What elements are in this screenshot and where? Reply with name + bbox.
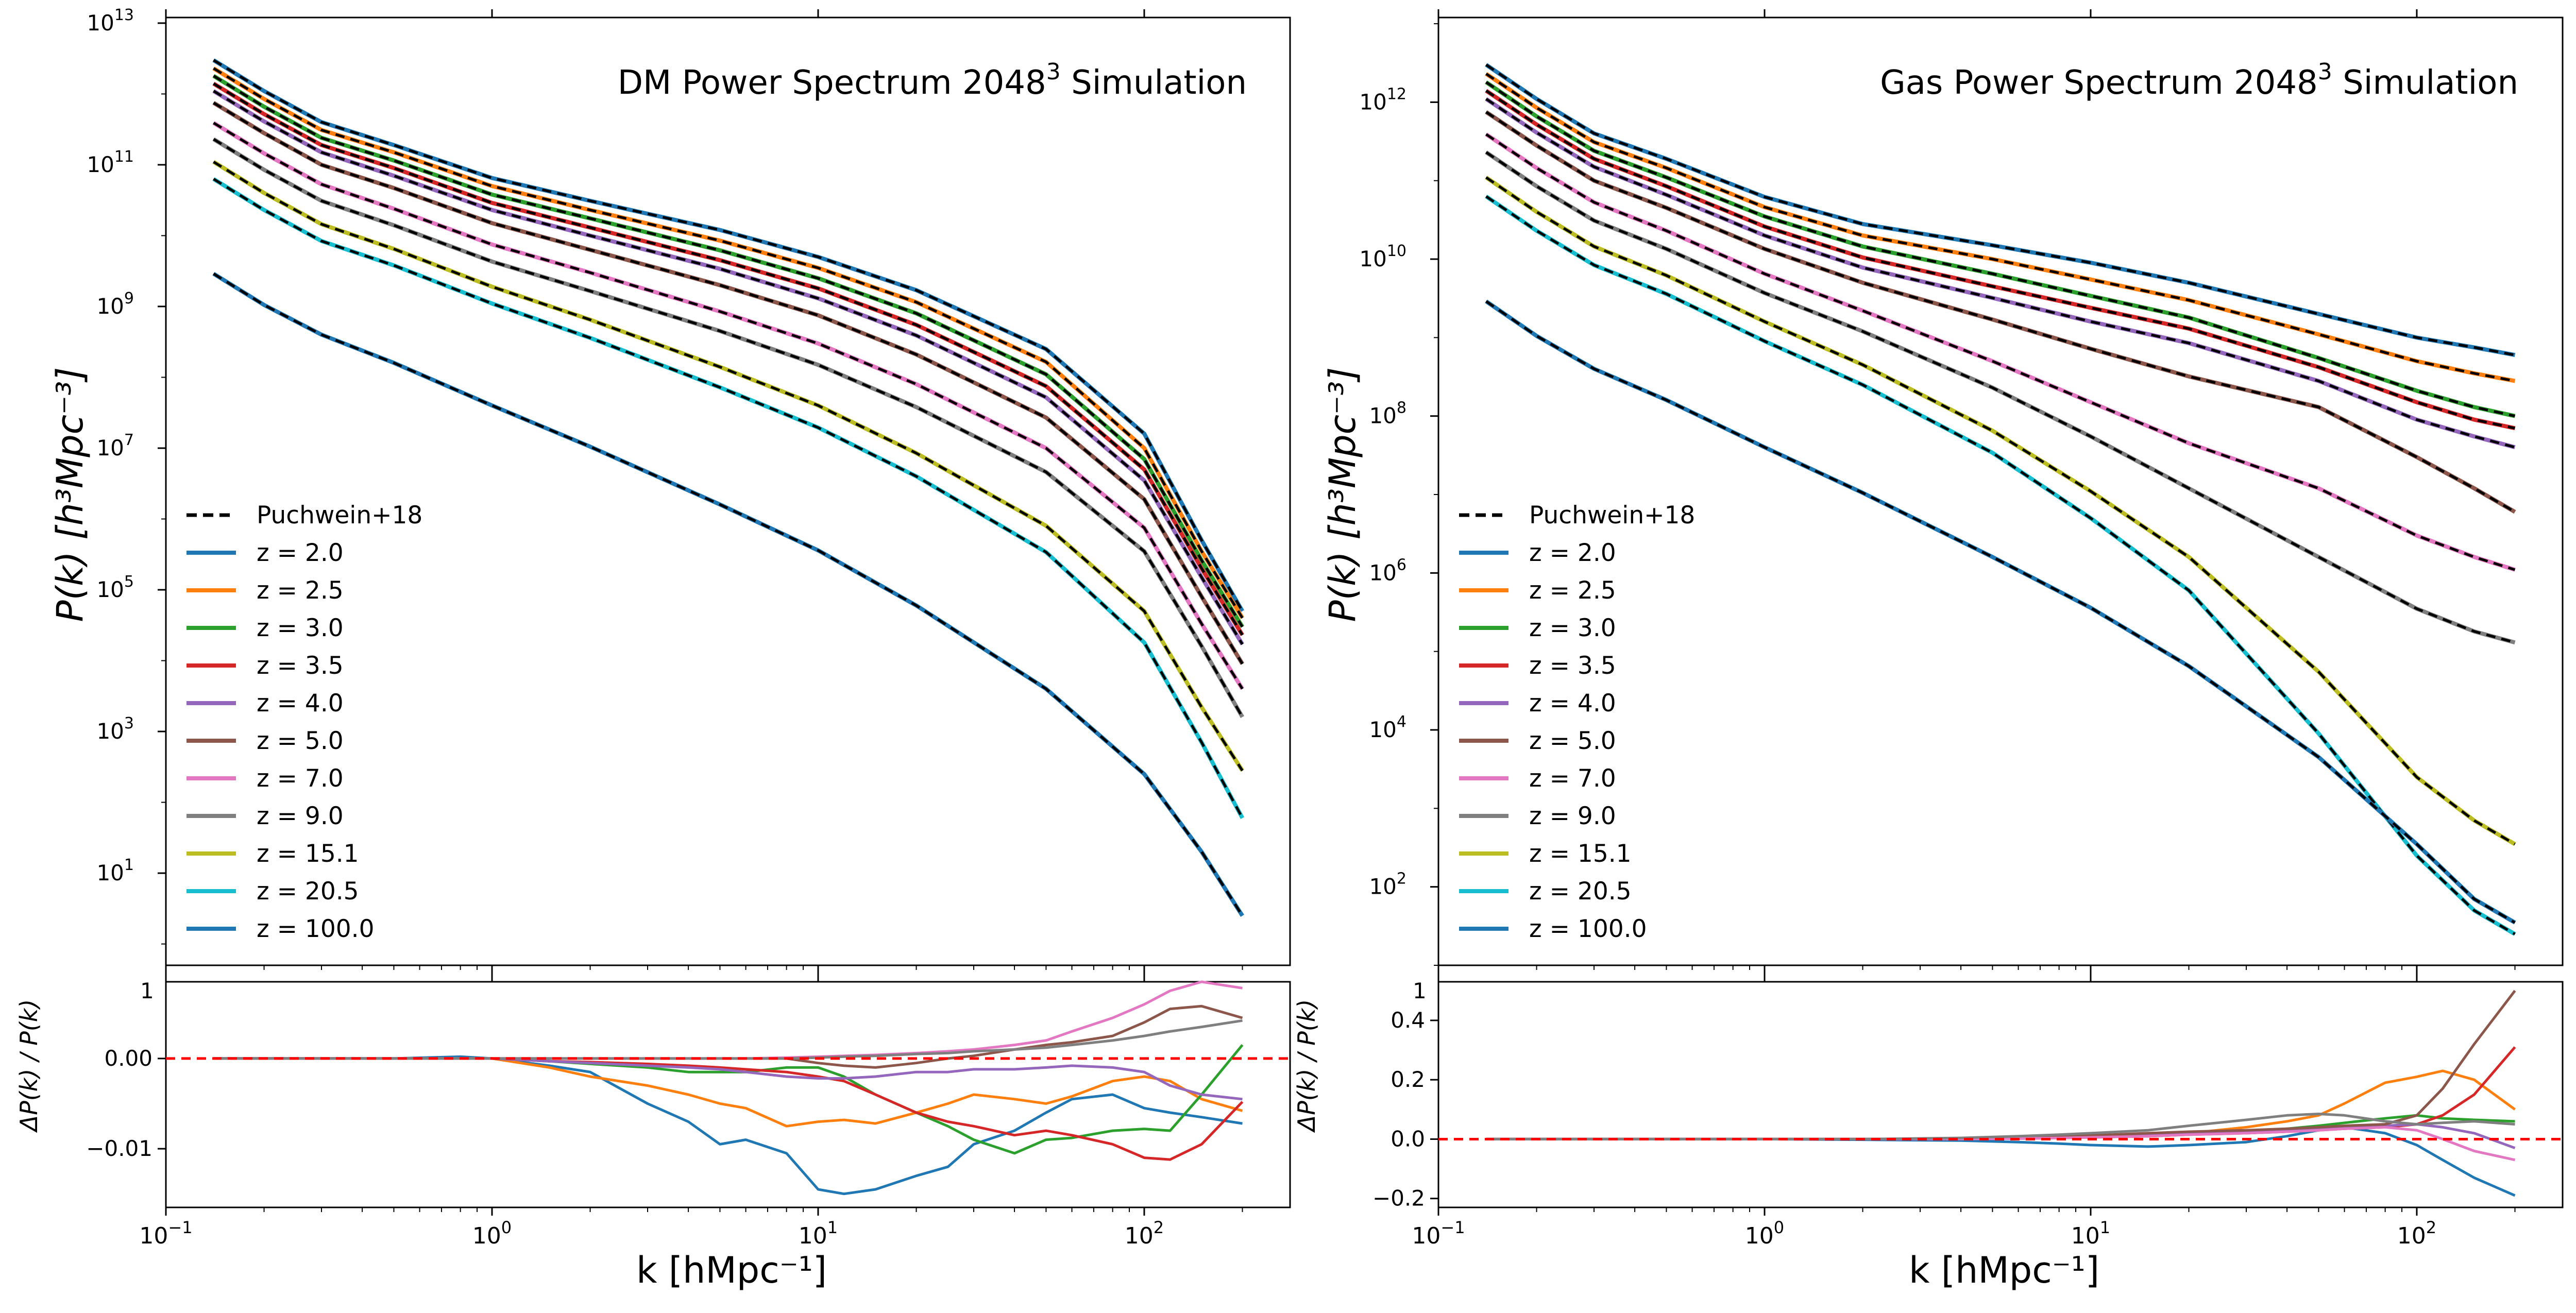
gas-legend-label: z = 9.0 (1529, 802, 1616, 830)
gas-residual-x-tick-label: 101 (2071, 1218, 2110, 1249)
dm-legend-label: z = 15.1 (257, 840, 359, 868)
gas-reference-line (1485, 63, 2515, 356)
dm-reference-line (213, 90, 1244, 645)
dm-title: DM Power Spectrum 20483 Simulation (618, 59, 1247, 102)
dm-legend-label: z = 2.5 (257, 576, 344, 605)
gas-residual-edge-label: 1 (1413, 978, 1427, 1003)
dm-y-tick-label: 109 (96, 289, 134, 319)
gas-reference-line (1485, 300, 2516, 924)
dm-reference-line (213, 272, 1244, 917)
dm-reference-line (213, 178, 1244, 819)
dm-reference-line (213, 67, 1244, 619)
dm-power-spectrum-plot: 101 103 105 107 109 1011 1013 (87, 6, 1291, 974)
gas-legend-label: z = 20.5 (1529, 877, 1632, 906)
dm-residual-plot: 10−1 100 101 102 0.00 −0.01 (86, 974, 1291, 1249)
gas-residual-frame (1437, 981, 2564, 1208)
dm-residual-x-tick-label: 10−1 (139, 1218, 192, 1249)
dm-residual-x-tick-label: 100 (472, 1218, 512, 1249)
dm-residual-y-tick-label: 0.00 (104, 1046, 152, 1071)
gas-residual-plot: 10−1 100 101 102 0.4 0.2 0.0 −0.2 (1372, 974, 2564, 1249)
dm-legend-label: z = 100.0 (257, 915, 374, 943)
gas-legend-label: z = 3.0 (1529, 614, 1616, 642)
gas-y-tick-label: 106 (1369, 556, 1406, 585)
dm-residual-series-line (213, 1019, 1243, 1060)
gas-reference-line (1485, 176, 2516, 845)
gas-plot-frame (1437, 16, 2564, 966)
gas-reference-line (1485, 133, 2516, 571)
dm-x-axis-label: k [hMpc⁻¹] (636, 1249, 827, 1291)
gas-panel: 102 104 106 108 1010 1012 10−1 100 101 102 0.4 0.2… (1293, 9, 2564, 1291)
dm-y-tick-label: 1013 (87, 6, 134, 36)
dm-plot-frame (165, 16, 1291, 966)
dm-y-tick-label: 101 (96, 856, 134, 885)
gas-y-axis-label: P(k) [h³Mpc⁻³] (1321, 367, 1364, 622)
gas-y-tick-label: 108 (1369, 399, 1406, 429)
gas-reference-line (1485, 151, 2516, 644)
dm-legend-label: z = 3.5 (257, 652, 344, 680)
gas-legend-label: z = 15.1 (1529, 840, 1632, 868)
gas-residual-x-tick-label: 102 (2397, 1218, 2436, 1249)
dm-y-tick-label: 105 (96, 573, 134, 602)
dm-legend-label: z = 2.0 (257, 539, 344, 567)
dm-reference-line (213, 122, 1244, 690)
dm-legend: Puchwein+18 z = 2.0 z = 2.5 z = 3.0 z = 3.5 z… (187, 501, 422, 943)
gas-reference-line (1485, 98, 2516, 449)
gas-y-tick-label: 1010 (1359, 242, 1406, 271)
dm-residual-edge-label: 1 (140, 978, 154, 1003)
dm-legend-label: z = 3.0 (257, 614, 344, 642)
gas-reference-line (1485, 90, 2516, 430)
dm-reference-line (213, 101, 1244, 665)
dm-legend-label: z = 9.0 (257, 802, 344, 830)
dm-reference-line (213, 75, 1244, 628)
dm-reference-line (213, 161, 1244, 772)
dm-reference-line (213, 138, 1244, 718)
dm-residual-y-tick-label: −0.01 (86, 1136, 152, 1161)
dm-residual-frame (165, 981, 1291, 1208)
dm-reference-line (213, 82, 1244, 636)
gas-legend-label: z = 100.0 (1529, 915, 1647, 943)
gas-residual-x-tick-label: 100 (1745, 1218, 1784, 1249)
gas-reference-line (1485, 195, 2516, 935)
gas-legend-label: z = 7.0 (1529, 764, 1616, 793)
gas-legend-label: z = 4.0 (1529, 689, 1616, 718)
gas-reference-line (1485, 73, 2515, 383)
dm-y-tick-label: 1011 (87, 148, 134, 177)
gas-y-tick-label: 104 (1369, 713, 1406, 742)
gas-legend-label: z = 3.5 (1529, 652, 1616, 680)
dm-legend-label: z = 7.0 (257, 764, 344, 793)
gas-residual-y-tick-label: 0.4 (1391, 1008, 1425, 1033)
dm-residual-x-tick-label: 102 (1125, 1218, 1164, 1249)
gas-legend: Puchwein+18 z = 2.0 z = 2.5 z = 3.0 z = 3.5 z… (1459, 501, 1695, 943)
gas-y-tick-label: 1012 (1359, 85, 1406, 114)
gas-legend-label: z = 2.5 (1529, 576, 1616, 605)
gas-y-tick-label: 102 (1369, 870, 1406, 899)
gas-power-spectrum-plot: 102 104 106 108 1010 1012 (1359, 9, 2564, 974)
gas-residual-y-axis-label: ΔP(k) / P(k) (1293, 999, 1320, 1133)
dm-y-tick-label: 103 (96, 714, 134, 744)
gas-title: Gas Power Spectrum 20483 Simulation (1880, 59, 2518, 102)
dm-y-tick-label: 107 (96, 431, 134, 461)
dm-residual-x-tick-label: 101 (799, 1218, 838, 1249)
dm-legend-reference-label: Puchwein+18 (257, 501, 422, 530)
dm-legend-label: z = 4.0 (257, 689, 344, 718)
dm-y-axis-label: P(k) [h³Mpc⁻³] (49, 367, 91, 622)
dm-legend-label: z = 5.0 (257, 727, 344, 755)
gas-x-axis-label: k [hMpc⁻¹] (1909, 1249, 2099, 1291)
gas-legend-label: z = 2.0 (1529, 539, 1616, 567)
gas-residual-y-tick-label: 0.0 (1391, 1126, 1425, 1151)
gas-legend-reference-label: Puchwein+18 (1529, 501, 1695, 530)
gas-reference-line (1485, 111, 2516, 513)
dm-panel: 101 103 105 107 109 1011 1013 10−1 100 101 102 0.0… (15, 6, 1291, 1291)
gas-legend-label: z = 5.0 (1529, 727, 1616, 755)
gas-residual-y-tick-label: −0.2 (1372, 1186, 1425, 1211)
dm-legend-label: z = 20.5 (257, 877, 359, 906)
gas-residual-y-tick-label: 0.2 (1391, 1067, 1425, 1092)
gas-residual-x-tick-label: 10−1 (1412, 1218, 1465, 1249)
dm-residual-y-axis-label: ΔP(k) / P(k) (15, 999, 43, 1133)
gas-reference-line (1485, 81, 2516, 418)
dm-reference-line (213, 59, 1244, 612)
